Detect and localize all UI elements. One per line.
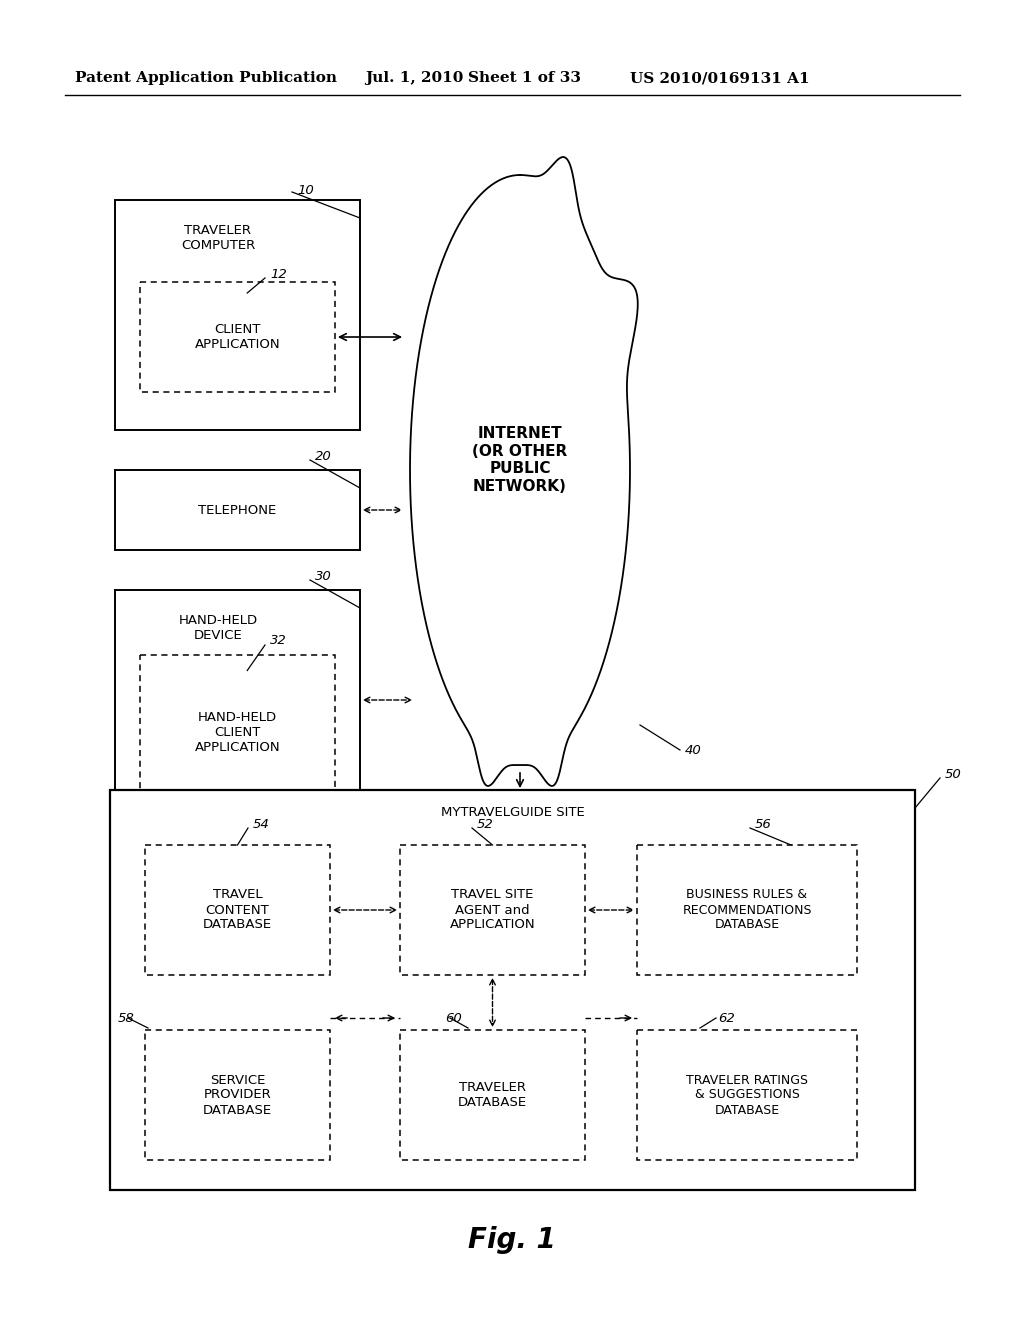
- Text: 12: 12: [270, 268, 287, 281]
- Bar: [145, 845, 330, 975]
- Bar: [400, 1030, 585, 1160]
- Text: 50: 50: [945, 767, 962, 780]
- Bar: [145, 1030, 330, 1160]
- Bar: [140, 655, 335, 810]
- Text: 58: 58: [118, 1011, 135, 1024]
- Text: Fig. 1: Fig. 1: [468, 1226, 556, 1254]
- Text: TRAVELER
COMPUTER: TRAVELER COMPUTER: [181, 224, 255, 252]
- Text: 54: 54: [253, 817, 269, 830]
- Text: 30: 30: [315, 569, 332, 582]
- Text: TRAVELER RATINGS
& SUGGESTIONS
DATABASE: TRAVELER RATINGS & SUGGESTIONS DATABASE: [686, 1073, 808, 1117]
- Bar: [637, 1030, 857, 1160]
- Text: SERVICE
PROVIDER
DATABASE: SERVICE PROVIDER DATABASE: [203, 1073, 272, 1117]
- Text: 32: 32: [270, 635, 287, 648]
- Bar: [110, 789, 915, 1191]
- Text: TRAVEL SITE
AGENT and
APPLICATION: TRAVEL SITE AGENT and APPLICATION: [450, 888, 536, 932]
- Text: HAND-HELD
CLIENT
APPLICATION: HAND-HELD CLIENT APPLICATION: [195, 711, 281, 754]
- Text: Sheet 1 of 33: Sheet 1 of 33: [468, 71, 581, 84]
- Bar: [115, 590, 360, 840]
- Text: 62: 62: [718, 1011, 735, 1024]
- Text: Jul. 1, 2010: Jul. 1, 2010: [365, 71, 464, 84]
- Text: 56: 56: [755, 817, 772, 830]
- Text: CLIENT
APPLICATION: CLIENT APPLICATION: [195, 323, 281, 351]
- Bar: [115, 470, 360, 550]
- Text: 60: 60: [445, 1011, 462, 1024]
- Text: INTERNET
(OR OTHER
PUBLIC
NETWORK): INTERNET (OR OTHER PUBLIC NETWORK): [472, 426, 567, 494]
- Text: TRAVEL
CONTENT
DATABASE: TRAVEL CONTENT DATABASE: [203, 888, 272, 932]
- Text: 40: 40: [685, 743, 701, 756]
- Bar: [637, 845, 857, 975]
- Bar: [115, 201, 360, 430]
- Text: 10: 10: [297, 183, 313, 197]
- Text: US 2010/0169131 A1: US 2010/0169131 A1: [630, 71, 810, 84]
- Text: Patent Application Publication: Patent Application Publication: [75, 71, 337, 84]
- Text: TRAVELER
DATABASE: TRAVELER DATABASE: [458, 1081, 527, 1109]
- Text: MYTRAVELGUIDE SITE: MYTRAVELGUIDE SITE: [440, 805, 585, 818]
- Text: HAND-HELD
DEVICE: HAND-HELD DEVICE: [178, 614, 257, 642]
- Text: 52: 52: [477, 817, 494, 830]
- Text: 20: 20: [315, 450, 332, 462]
- Bar: [400, 845, 585, 975]
- Bar: [140, 282, 335, 392]
- Text: TELEPHONE: TELEPHONE: [199, 503, 276, 516]
- Text: BUSINESS RULES &
RECOMMENDATIONS
DATABASE: BUSINESS RULES & RECOMMENDATIONS DATABAS…: [682, 888, 812, 932]
